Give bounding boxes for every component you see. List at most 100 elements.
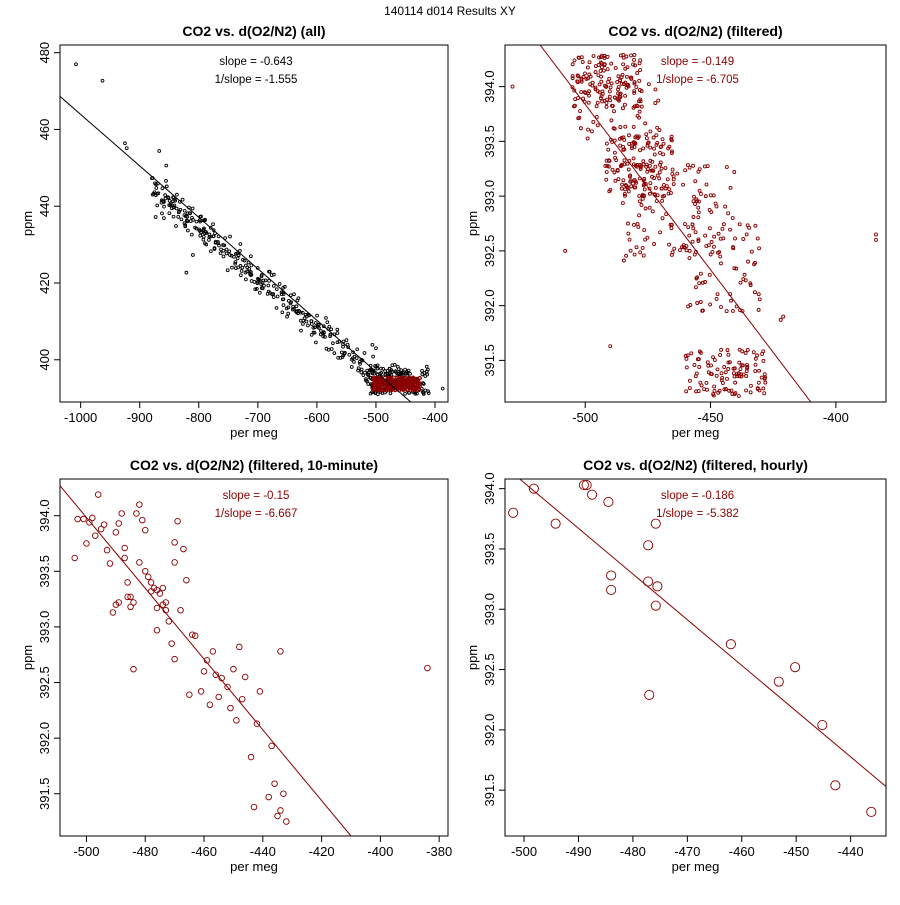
data-point bbox=[631, 156, 636, 161]
data-point bbox=[684, 356, 689, 361]
data-point bbox=[671, 177, 676, 182]
data-point bbox=[625, 74, 629, 79]
data-point bbox=[712, 358, 717, 363]
data-point bbox=[572, 58, 577, 63]
data-point bbox=[154, 186, 159, 190]
data-point bbox=[244, 263, 248, 268]
data-point bbox=[282, 284, 287, 289]
data-point bbox=[730, 308, 735, 313]
data-point bbox=[407, 390, 412, 395]
data-point bbox=[607, 94, 612, 99]
data-point bbox=[94, 491, 102, 498]
data-point bbox=[328, 334, 332, 339]
data-point bbox=[778, 317, 783, 322]
data-point bbox=[224, 683, 231, 691]
data-point bbox=[265, 292, 270, 296]
data-point bbox=[643, 237, 648, 242]
data-point bbox=[238, 242, 243, 246]
data-point bbox=[621, 178, 626, 183]
data-point bbox=[396, 380, 401, 385]
data-point bbox=[584, 76, 589, 81]
data-point bbox=[686, 304, 691, 309]
points-layer bbox=[508, 479, 877, 817]
data-point bbox=[594, 104, 599, 109]
data-point bbox=[411, 377, 416, 382]
data-point bbox=[593, 85, 598, 90]
data-point bbox=[372, 383, 377, 388]
data-point bbox=[727, 388, 732, 393]
data-point bbox=[652, 152, 657, 157]
data-point bbox=[311, 330, 316, 335]
data-point bbox=[661, 152, 666, 157]
slope-annotation: slope = -0.149 bbox=[661, 56, 734, 68]
data-point bbox=[734, 266, 739, 271]
data-point bbox=[224, 247, 229, 252]
data-point bbox=[286, 311, 291, 316]
data-point bbox=[402, 380, 406, 384]
data-point bbox=[267, 270, 272, 274]
data-point bbox=[162, 204, 166, 209]
data-point bbox=[178, 207, 183, 212]
data-point bbox=[510, 84, 515, 89]
data-point bbox=[748, 383, 753, 388]
data-point bbox=[413, 391, 418, 396]
data-point bbox=[632, 81, 637, 86]
data-point bbox=[748, 281, 753, 286]
data-point bbox=[156, 590, 164, 597]
data-point bbox=[364, 378, 368, 383]
y-axis-label: ppm bbox=[20, 211, 35, 236]
data-point bbox=[695, 199, 699, 204]
x-tick-label: -1000 bbox=[64, 410, 97, 425]
data-point bbox=[200, 668, 208, 675]
data-point bbox=[708, 302, 713, 307]
data-point bbox=[655, 193, 660, 198]
data-point bbox=[154, 193, 158, 197]
data-point bbox=[162, 216, 166, 220]
data-point bbox=[739, 374, 744, 379]
data-point bbox=[199, 214, 203, 219]
data-point bbox=[621, 62, 626, 67]
data-point bbox=[693, 202, 698, 206]
data-point bbox=[380, 377, 385, 382]
data-point bbox=[313, 321, 318, 325]
data-point bbox=[599, 65, 604, 70]
data-point bbox=[124, 593, 131, 601]
data-point bbox=[171, 205, 176, 210]
data-point bbox=[635, 71, 640, 75]
data-point bbox=[164, 163, 169, 168]
data-point bbox=[147, 579, 155, 586]
data-point bbox=[197, 229, 202, 233]
data-point bbox=[696, 205, 701, 210]
plot-frame bbox=[59, 44, 449, 403]
data-point bbox=[259, 273, 264, 277]
data-point bbox=[268, 742, 275, 750]
data-point bbox=[874, 237, 878, 242]
data-point bbox=[637, 78, 642, 83]
data-point bbox=[271, 780, 278, 787]
data-point bbox=[731, 245, 735, 250]
data-point bbox=[631, 162, 636, 167]
data-point bbox=[732, 366, 737, 371]
data-point bbox=[763, 380, 768, 385]
data-point bbox=[585, 65, 590, 70]
data-point bbox=[632, 178, 637, 183]
data-point bbox=[440, 386, 445, 391]
data-point bbox=[424, 369, 429, 374]
data-point bbox=[605, 54, 610, 59]
data-point bbox=[669, 252, 674, 257]
data-point bbox=[167, 198, 172, 203]
data-point bbox=[618, 125, 623, 130]
data-point bbox=[693, 230, 698, 235]
data-point bbox=[644, 689, 655, 700]
data-point bbox=[227, 704, 234, 712]
data-point bbox=[161, 200, 166, 204]
data-point bbox=[403, 367, 407, 372]
data-point bbox=[112, 529, 120, 536]
data-point bbox=[100, 78, 105, 83]
data-point bbox=[608, 85, 613, 90]
data-point bbox=[667, 242, 671, 247]
data-point bbox=[595, 100, 600, 105]
data-point bbox=[643, 121, 648, 126]
data-point bbox=[757, 297, 762, 302]
data-point bbox=[230, 265, 234, 270]
